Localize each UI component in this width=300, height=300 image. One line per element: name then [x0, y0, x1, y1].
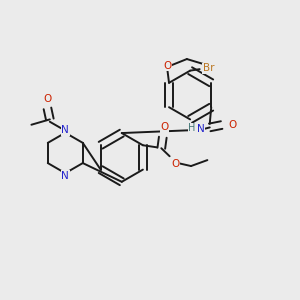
Text: O: O [228, 120, 236, 130]
Text: O: O [160, 122, 168, 132]
Text: N: N [197, 124, 205, 134]
Text: N: N [61, 171, 69, 181]
Text: O: O [171, 159, 180, 169]
Text: Br: Br [203, 63, 214, 73]
Text: H: H [188, 123, 196, 133]
Text: N: N [61, 125, 69, 135]
Text: O: O [164, 61, 172, 70]
Text: O: O [43, 94, 52, 103]
